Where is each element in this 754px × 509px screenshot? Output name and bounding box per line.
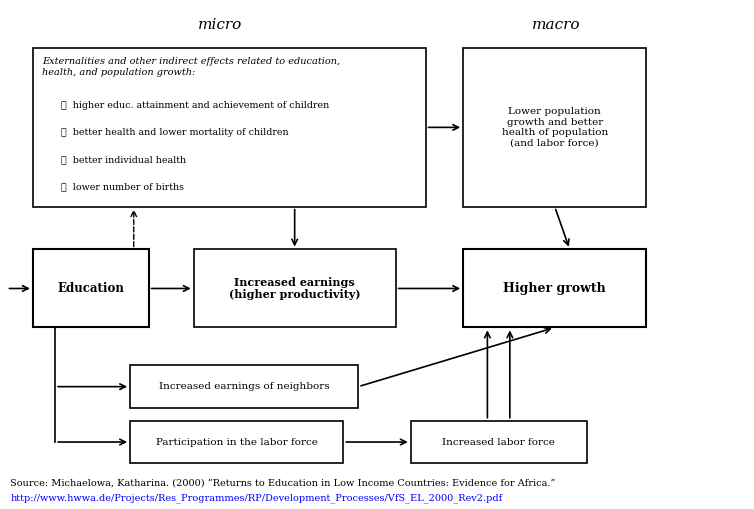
Text: micro: micro [198, 18, 242, 32]
Text: ❖  lower number of births: ❖ lower number of births [61, 183, 184, 191]
FancyBboxPatch shape [130, 365, 358, 408]
Text: Increased earnings
(higher productivity): Increased earnings (higher productivity) [229, 276, 360, 300]
Text: Participation in the labor force: Participation in the labor force [156, 438, 317, 446]
FancyBboxPatch shape [32, 48, 426, 207]
FancyBboxPatch shape [194, 249, 396, 327]
Text: ❖  higher educ. attainment and achievement of children: ❖ higher educ. attainment and achievemen… [61, 101, 329, 110]
Text: Source: Michaelowa, Katharina. (2000) “Returns to Education in Low Income Countr: Source: Michaelowa, Katharina. (2000) “R… [11, 478, 556, 488]
Text: Increased earnings of neighbors: Increased earnings of neighbors [159, 382, 329, 391]
Text: ❖  better individual health: ❖ better individual health [61, 155, 186, 164]
Text: macro: macro [532, 18, 581, 32]
Text: Increased labor force: Increased labor force [442, 438, 555, 446]
FancyBboxPatch shape [130, 420, 343, 463]
Text: Education: Education [57, 282, 124, 295]
Text: Lower population
growth and better
health of population
(and labor force): Lower population growth and better healt… [501, 107, 608, 148]
Text: Externalities and other indirect effects related to education,
health, and popul: Externalities and other indirect effects… [41, 57, 340, 76]
Text: ❖  better health and lower mortality of children: ❖ better health and lower mortality of c… [61, 128, 289, 137]
FancyBboxPatch shape [411, 420, 587, 463]
Text: Higher growth: Higher growth [504, 282, 606, 295]
FancyBboxPatch shape [32, 249, 149, 327]
FancyBboxPatch shape [463, 249, 646, 327]
FancyBboxPatch shape [463, 48, 646, 207]
Text: http://www.hwwa.de/Projects/Res_Programmes/RP/Development_Processes/VfS_EL_2000_: http://www.hwwa.de/Projects/Res_Programm… [11, 494, 502, 503]
